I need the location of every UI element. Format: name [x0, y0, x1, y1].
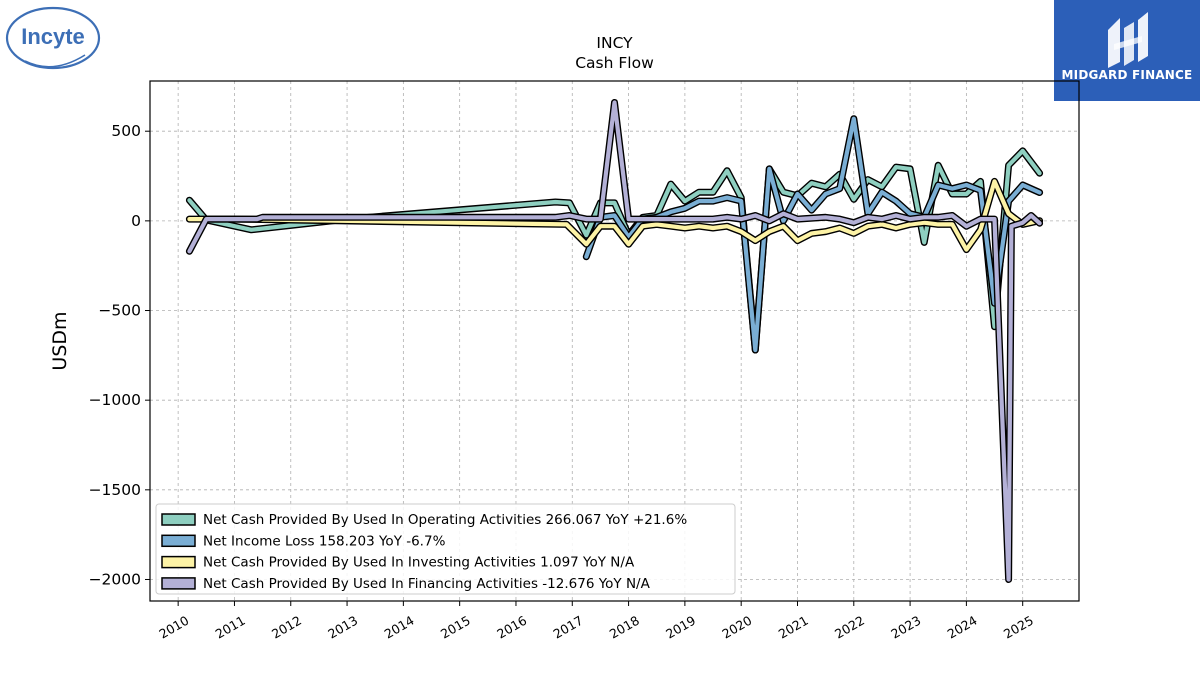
incyte-logo-text: Incyte	[21, 24, 85, 49]
x-tick-label: 2024	[945, 613, 980, 642]
y-tick-label: −1500	[89, 481, 141, 499]
series-lines	[185, 99, 1044, 583]
series-line-stroke	[187, 148, 1042, 353]
y-tick-label: 500	[111, 122, 141, 140]
x-tick-label: 2015	[438, 613, 473, 642]
x-tick-label: 2022	[832, 613, 867, 642]
plot-frame	[149, 80, 1080, 602]
series-line-1	[582, 115, 1044, 354]
legend-label: Net Cash Provided By Used In Financing A…	[203, 576, 651, 592]
legend: Net Cash Provided By Used In Operating A…	[155, 503, 736, 595]
midgard-finance-logo-text: MIDGARD FINANCE	[1061, 68, 1193, 82]
x-tick-label: 2023	[888, 613, 923, 642]
midgard-finance-logo: MIDGARD FINANCE	[1054, 0, 1200, 101]
legend-swatch	[161, 513, 196, 526]
legend-swatch	[161, 555, 196, 569]
y-tick-label: −500	[98, 302, 141, 320]
series-line-0	[185, 147, 1044, 354]
series-line-stroke	[584, 116, 1042, 353]
x-tick-label: 2019	[663, 613, 698, 642]
x-tick-label: 2012	[269, 613, 304, 642]
x-tick-label: 2017	[550, 613, 585, 642]
chart-subtitle: Cash Flow	[575, 54, 654, 72]
legend-swatch	[161, 534, 196, 548]
legend-item-0: Net Cash Provided By Used In Operating A…	[161, 512, 687, 528]
x-tick-label: 2010	[156, 613, 191, 642]
x-tick-label: 2016	[494, 613, 529, 642]
legend-item-1: Net Income Loss 158.203 YoY -6.7%	[161, 533, 446, 549]
series-line-stroke	[187, 179, 1042, 252]
y-tick-label: −1000	[89, 391, 141, 409]
x-tick-label: 2013	[325, 613, 360, 642]
legend-item-3: Net Cash Provided By Used In Financing A…	[161, 576, 651, 592]
series-line-2	[185, 177, 1044, 254]
legend-label: Net Cash Provided By Used In Operating A…	[203, 512, 687, 528]
legend-label: Net Income Loss 158.203 YoY -6.7%	[203, 533, 446, 549]
x-tick-label: 2020	[719, 613, 754, 642]
legend-box	[155, 503, 736, 595]
x-tick-label: 2011	[213, 613, 248, 642]
midgard-mark-icon	[1108, 12, 1148, 68]
x-tick-label: 2018	[607, 613, 642, 642]
y-tick-label: 0	[131, 212, 141, 230]
legend-label: Net Cash Provided By Used In Investing A…	[203, 555, 635, 571]
x-tick-label: 2021	[776, 613, 811, 642]
y-axis-ticks: 500 0 −500 −1000 −1500 −2000	[89, 122, 150, 588]
incyte-logo: Incyte	[5, 5, 101, 71]
series-line-stroke	[187, 100, 1042, 582]
legend-item-2: Net Cash Provided By Used In Investing A…	[161, 555, 635, 571]
y-axis-label: USDm	[49, 311, 71, 370]
chart-title: INCY	[596, 34, 633, 52]
series-line-3	[185, 99, 1044, 583]
legend-swatch	[161, 577, 196, 590]
x-axis-ticks: 2010 2011 2012 2013 2014 2015 2016 2017 2018 2019…	[156, 601, 1036, 642]
x-tick-label: 2014	[382, 613, 417, 642]
y-tick-label: −2000	[89, 570, 141, 588]
x-tick-label: 2025	[1001, 613, 1036, 642]
